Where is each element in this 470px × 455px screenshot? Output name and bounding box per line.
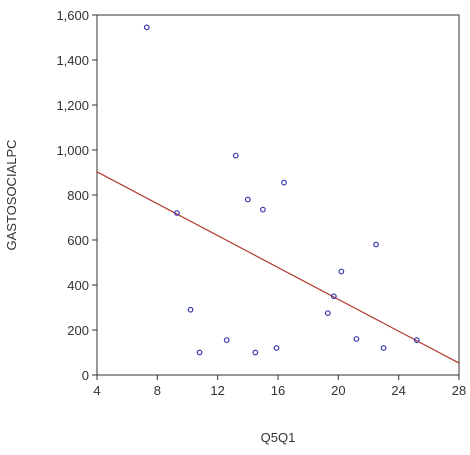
- x-tick-label: 28: [452, 383, 466, 398]
- x-tick-label: 4: [93, 383, 100, 398]
- x-tick-label: 24: [391, 383, 405, 398]
- axis-ticks: 4 8 12 16 20 24 28 0 200 400 600 800 1,000 1,200 1,400…: [56, 8, 466, 398]
- y-tick-label: 1,400: [56, 53, 89, 68]
- scatter-point: [373, 241, 379, 248]
- y-axis-title: GASTOSOCIALPC: [4, 139, 19, 250]
- y-tick-label: 0: [82, 368, 89, 383]
- fit-line-layer: [96, 171, 460, 364]
- scatter-point: [413, 337, 420, 344]
- scatter-point: [324, 310, 331, 317]
- scatter-point: [196, 349, 203, 356]
- regression-line: [96, 171, 460, 364]
- scatter-point: [174, 210, 180, 216]
- scatter-point: [281, 179, 287, 186]
- points-layer: [143, 24, 420, 356]
- y-tick-label: 1,000: [56, 143, 89, 158]
- x-tick-label: 16: [271, 383, 285, 398]
- scatter-point: [187, 306, 194, 313]
- scatter-point: [353, 336, 360, 342]
- scatter-point: [380, 345, 387, 351]
- scatter-point: [232, 152, 239, 159]
- scatter-point: [223, 337, 230, 344]
- scatter-point: [143, 24, 150, 31]
- plot-area: [96, 14, 460, 376]
- scatter-point: [273, 345, 280, 351]
- scatter-point: [244, 196, 251, 203]
- x-tick-label: 8: [154, 383, 161, 398]
- y-tick-label: 1,600: [56, 8, 89, 23]
- scatter-point: [252, 349, 259, 356]
- x-axis-title: Q5Q1: [261, 430, 296, 445]
- scatter-point: [338, 268, 345, 275]
- scatter-point: [260, 206, 266, 213]
- y-tick-label: 600: [67, 233, 89, 248]
- y-tick-label: 400: [67, 278, 89, 293]
- y-tick-label: 1,200: [56, 98, 89, 113]
- x-tick-label: 12: [210, 383, 224, 398]
- y-tick-label: 200: [67, 323, 89, 338]
- x-tick-label: 20: [331, 383, 345, 398]
- scatter-point: [330, 293, 337, 300]
- y-tick-label: 800: [67, 188, 89, 203]
